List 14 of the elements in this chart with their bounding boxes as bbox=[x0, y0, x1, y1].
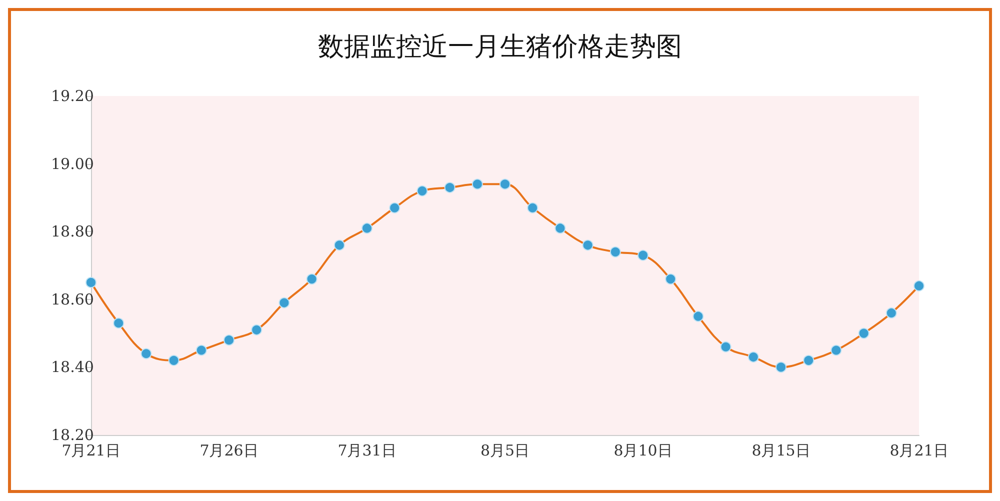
x-tick-label: 7月21日 bbox=[62, 442, 120, 460]
y-tick-label: 19.00 bbox=[51, 154, 94, 173]
x-tick-label: 8月15日 bbox=[752, 442, 810, 460]
x-tick-label: 8月21日 bbox=[890, 442, 948, 460]
x-tick-label: 8月5日 bbox=[480, 442, 530, 460]
chart-title: 数据监控近一月生猪价格走势图 bbox=[318, 32, 682, 62]
y-tick-label: 18.80 bbox=[51, 222, 94, 241]
x-tick-label: 7月31日 bbox=[338, 442, 396, 460]
y-tick-label: 19.20 bbox=[51, 87, 94, 105]
y-tick-label: 18.20 bbox=[51, 426, 94, 444]
y-tick-label: 18.60 bbox=[51, 290, 94, 308]
x-tick-label: 7月26日 bbox=[200, 442, 258, 460]
y-tick-label: 18.40 bbox=[51, 358, 94, 376]
x-tick-label: 8月10日 bbox=[614, 442, 672, 460]
